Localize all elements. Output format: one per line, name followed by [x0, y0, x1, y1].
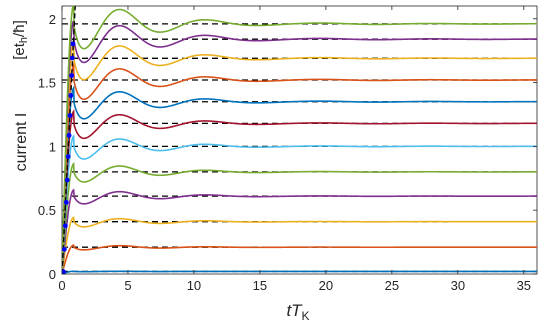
y-axis-unit: [eth/ħ]	[11, 20, 30, 60]
x-axis-label: tTK	[286, 301, 309, 323]
marker-point-0	[62, 269, 66, 274]
series-line-11	[62, 6, 537, 274]
y-tick-label-4: 2	[49, 12, 56, 27]
x-axis-label-sub: K	[302, 309, 310, 323]
series-line-10	[62, 20, 537, 274]
marker-point-11	[70, 41, 76, 47]
marker-point-2	[62, 223, 68, 229]
marker-points	[62, 41, 76, 274]
x-axis-ticks: 0 5 10 15 20 25 30 35	[58, 6, 531, 293]
y-axis-unit-sub: h	[18, 37, 30, 43]
series-line-9	[62, 40, 537, 274]
x-tick-label-3: 15	[253, 278, 267, 293]
x-tick-label-7: 35	[517, 278, 531, 293]
marker-point-9	[69, 73, 75, 78]
marker-point-4	[64, 177, 70, 183]
marker-point-5	[65, 154, 71, 159]
series-line-2	[62, 216, 537, 274]
series-line-7	[62, 85, 537, 274]
marker-point-10	[69, 55, 75, 61]
y-axis-ticks: 0 0.5 1 1.5 2	[38, 12, 537, 282]
y-tick-label-1: 0.5	[38, 203, 56, 218]
y-axis-unit-prefix: [et	[11, 42, 28, 60]
axes-frame	[61, 5, 538, 275]
y-axis-unit-suffix: /ħ]	[11, 20, 28, 37]
x-tick-label-4: 20	[319, 278, 333, 293]
x-tick-label-5: 25	[385, 278, 399, 293]
x-tick-label-2: 10	[187, 278, 201, 293]
series-line-3	[62, 188, 537, 274]
x-tick-label-0: 0	[58, 278, 65, 293]
series-lines	[62, 6, 537, 274]
diagonal-line	[62, 6, 76, 274]
series-line-6	[62, 108, 537, 274]
y-axis-label-text: current I	[13, 113, 30, 172]
x-axis-label-main: tT	[286, 301, 303, 320]
series-line-0	[62, 270, 537, 274]
plot-area	[62, 6, 537, 274]
series-line-5	[62, 134, 537, 274]
x-tick-label-6: 30	[451, 278, 465, 293]
diagonal-dashed-line	[62, 6, 76, 274]
marker-point-8	[68, 93, 74, 98]
series-line-4	[62, 161, 537, 274]
reference-lines	[62, 23, 537, 273]
plot-frame	[61, 5, 538, 275]
marker-point-1	[62, 246, 67, 252]
y-tick-label-0: 0	[49, 267, 56, 282]
series-line-1	[62, 244, 537, 274]
marker-point-7	[67, 113, 73, 118]
y-axis-label: current I	[13, 113, 30, 172]
x-tick-label-1: 5	[124, 278, 131, 293]
y-tick-label-3: 1.5	[38, 76, 56, 91]
series-line-8	[62, 61, 537, 274]
marker-point-6	[66, 133, 72, 138]
y-tick-label-2: 1	[49, 139, 56, 154]
marker-point-3	[63, 199, 69, 205]
